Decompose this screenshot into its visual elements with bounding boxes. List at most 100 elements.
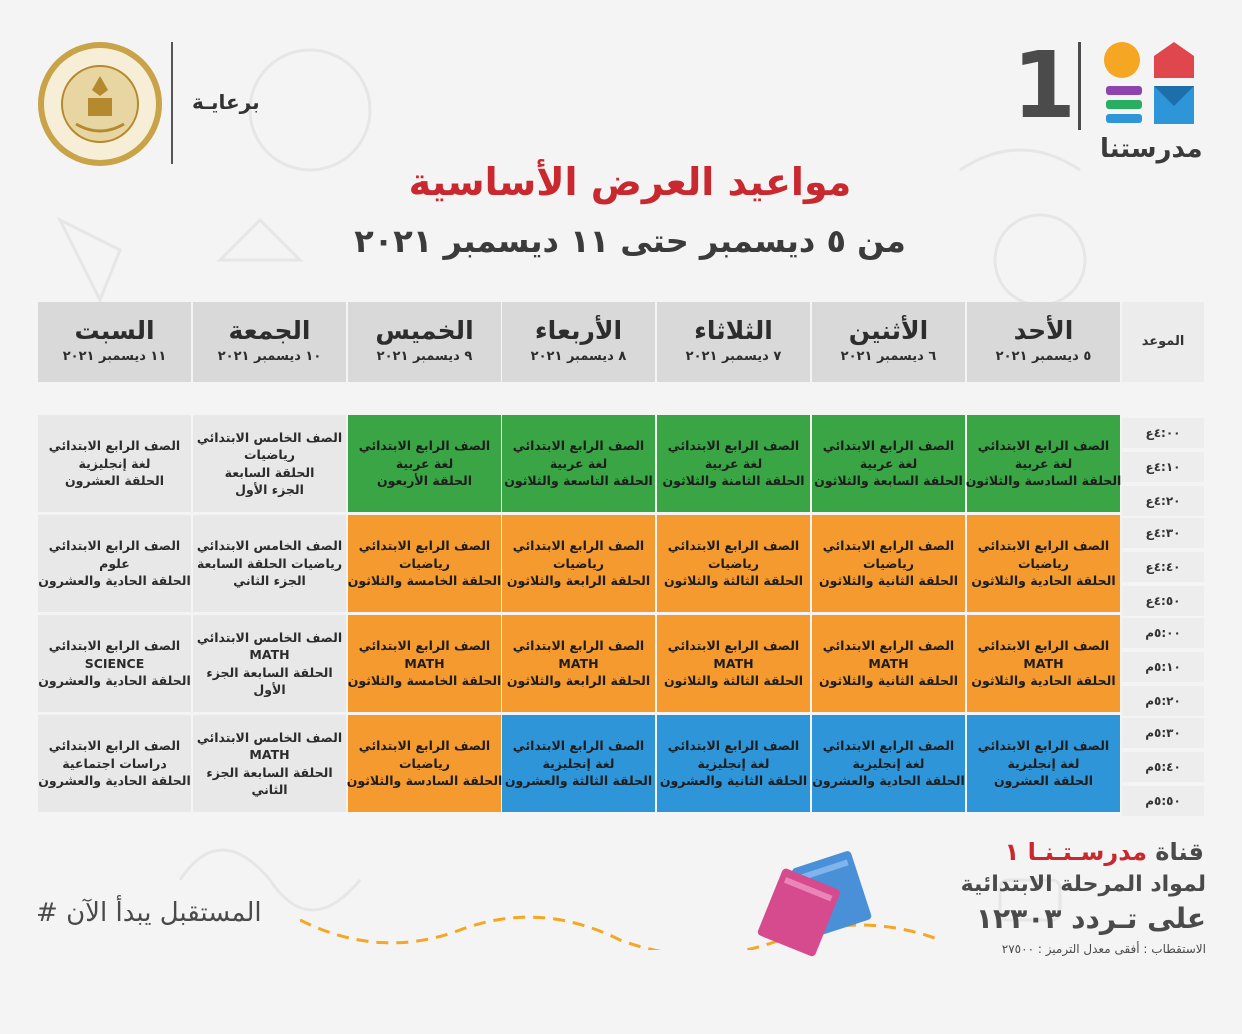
schedule-cell-line: الحلقة الثانية والثلاثون xyxy=(818,673,959,689)
schedule-cell-line: الصف الرابع الابتدائي xyxy=(358,738,491,754)
sponsor-divider xyxy=(171,42,173,164)
schedule-cell-line: الحلقة الحادية والثلاثون xyxy=(971,673,1116,689)
schedule-cell: الصف الرابع الابتدائي لغة عربية الحلقة الأ… xyxy=(348,415,501,512)
schedule-cell: الصف الرابع الابتدائي MATH الحلقة الخامسة … xyxy=(348,615,501,712)
channel-title: قناة مدرسـتـنـا ١ xyxy=(1005,838,1204,866)
schedule-cell-line: دراسات اجتماعية xyxy=(62,755,167,771)
time-header-label: الموعد xyxy=(1141,334,1185,349)
schedule-cell-line: الصف الرابع الابتدائي xyxy=(48,638,181,654)
time-slot: ٥:٠٠م xyxy=(1122,618,1204,648)
schedule-cell: الصف الرابع الابتدائي لغة إنجليزية الحلقة … xyxy=(967,715,1120,812)
schedule-cell-line: الحلقة الثالثة والثلاثون xyxy=(663,573,804,589)
schedule-cell-line: الجزء الأول xyxy=(235,482,304,497)
schedule-cell-line: الصف الرابع الابتدائي xyxy=(977,538,1110,554)
schedule-cell-line: الصف الرابع الابتدائي xyxy=(822,438,955,454)
schedule-cell-line: رياضيات xyxy=(398,755,451,771)
schedule-cell-line: الصف الرابع الابتدائي xyxy=(512,638,645,654)
schedule-cell-line: الصف الرابع الابتدائي xyxy=(977,638,1110,654)
schedule-cell: الصف الرابع الابتدائي SCIENCE الحلقة الحاد… xyxy=(38,615,191,712)
schedule-cell-line: الصف الرابع الابتدائي xyxy=(822,738,955,754)
day-name: السبت xyxy=(74,316,155,345)
schedule-cell-line: علوم xyxy=(99,555,130,571)
schedule-cell-line: الحلقة السادسة والثلاثون xyxy=(965,473,1122,489)
schedule-cell-line: الحلقة الحادية والعشرون xyxy=(38,573,191,589)
schedule-cell-line: لغة عربية xyxy=(549,455,608,471)
schedule-cell: الصف الرابع الابتدائي MATH الحلقة الثانية … xyxy=(812,615,965,712)
madrasatna-logo-icon xyxy=(1104,42,1194,124)
time-slot: ٥:٢٠م xyxy=(1122,686,1204,716)
schedule-cell: الصف الخامس الابتدائي MATH الحلقة السابعة … xyxy=(193,615,346,712)
schedule-cell-line: الحلقة السابعة والثلاثون xyxy=(814,473,963,489)
schedule-cell-line: الحلقة العشرون xyxy=(65,473,164,489)
channel-signal-info: الاستقطاب : أفقى معدل الترميز : ٢٧٥٠٠ xyxy=(1001,942,1206,956)
time-slot: ٤:٥٠ع xyxy=(1122,586,1204,616)
schedule-cell-line: الصف الخامس الابتدائي xyxy=(196,538,343,554)
channel-prefix: قناة xyxy=(1155,838,1204,866)
day-name: الجمعة xyxy=(228,316,311,345)
schedule-cell-line: الصف الرابع الابتدائي xyxy=(512,538,645,554)
day-header: الأحد ٥ ديسمبر ٢٠٢١ xyxy=(967,302,1120,382)
schedule-cell: الصف الرابع الابتدائي لغة إنجليزية الحلقة … xyxy=(502,715,655,812)
day-header: الخميس ٩ ديسمبر ٢٠٢١ xyxy=(348,302,501,382)
brand-number: 1 xyxy=(1012,32,1077,139)
schedule-cell: الصف الرابع الابتدائي MATH الحلقة الحادية … xyxy=(967,615,1120,712)
schedule-cell-line: الصف الرابع الابتدائي xyxy=(512,738,645,754)
schedule-cell-line: الصف الرابع الابتدائي xyxy=(977,738,1110,754)
schedule-cell-line: لغة إنجليزية xyxy=(697,755,770,771)
day-header: الجمعة ١٠ ديسمبر ٢٠٢١ xyxy=(193,302,346,382)
schedule-cell-line: رياضيات xyxy=(1017,555,1070,571)
schedule-cell: الصف الرابع الابتدائي لغة إنجليزية الحلقة … xyxy=(812,715,965,812)
schedule-cell-line: الحلقة العشرون xyxy=(994,773,1093,789)
schedule-cell: الصف الرابع الابتدائي لغة إنجليزية الحلقة … xyxy=(657,715,810,812)
day-date: ٧ ديسمبر ٢٠٢١ xyxy=(685,349,782,364)
schedule-cell-line: الصف الرابع الابتدائي xyxy=(48,538,181,554)
schedule-cell-line: الحلقة الحادية والثلاثون xyxy=(971,573,1116,589)
day-header: الأربعاء ٨ ديسمبر ٢٠٢١ xyxy=(502,302,655,382)
time-slot: ٤:٠٠ع xyxy=(1122,418,1204,448)
schedule-cell-line: الحلقة الحادية والعشرون xyxy=(38,773,191,789)
schedule-cell: الصف الرابع الابتدائي رياضيات الحلقة الساد… xyxy=(347,715,502,812)
schedule-cell: الصف الرابع الابتدائي MATH الحلقة الرابعة … xyxy=(502,615,655,712)
books-icon xyxy=(757,851,872,957)
schedule-cell-line: الصف الرابع الابتدائي xyxy=(822,538,955,554)
schedule-cell-line: MATH xyxy=(868,655,909,671)
schedule-cell: الصف الرابع الابتدائي لغة إنجليزية الحلقة … xyxy=(38,415,191,512)
day-header: الثلاثاء ٧ ديسمبر ٢٠٢١ xyxy=(657,302,810,382)
day-name: الأحد xyxy=(1013,316,1074,345)
schedule-cell: الصف الرابع الابتدائي رياضيات الحلقة الحاد… xyxy=(967,515,1120,612)
schedule-cell: الصف الخامس الابتدائي رياضيات الحلقة السا… xyxy=(193,515,346,612)
day-name: الخميس xyxy=(375,316,474,345)
schedule-cell-line: لغة إنجليزية xyxy=(852,755,925,771)
schedule-cell-line: الثاني xyxy=(251,782,288,797)
schedule-cell-line: الصف الرابع الابتدائي xyxy=(358,638,491,654)
time-slot: ٤:١٠ع xyxy=(1122,452,1204,482)
schedule-cell-line: الصف الرابع الابتدائي xyxy=(667,438,800,454)
day-name: الأثنين xyxy=(848,316,929,345)
time-column-header: الموعد xyxy=(1122,302,1204,382)
day-name: الثلاثاء xyxy=(694,316,773,345)
schedule-cell-line: الصف الرابع الابتدائي xyxy=(667,738,800,754)
schedule-cell-line: الصف الرابع الابتدائي xyxy=(358,438,491,454)
brand-divider xyxy=(1078,42,1081,130)
sponsor-label: برعايـة xyxy=(192,90,260,114)
schedule-cell: الصف الرابع الابتدائي علوم الحلقة الحادية … xyxy=(38,515,191,612)
schedule-cell-line: لغة عربية xyxy=(1014,455,1073,471)
time-slot-label: ٥:٢٠م xyxy=(1145,694,1181,708)
schedule-cell-line: الصف الرابع الابتدائي xyxy=(977,438,1110,454)
schedule-cell-line: رياضيات xyxy=(398,555,451,571)
time-slot-label: ٤:٠٠ع xyxy=(1145,426,1181,440)
schedule-cell-line: لغة إنجليزية xyxy=(542,755,615,771)
time-slot: ٥:١٠م xyxy=(1122,652,1204,682)
schedule-cell-line: الحلقة السابعة الجزء xyxy=(206,664,333,680)
schedule-cell-line: الصف الرابع الابتدائي xyxy=(358,538,491,554)
schedule-cell-line: الصف الخامس الابتدائي xyxy=(196,629,343,645)
schedule-cell-line: MATH xyxy=(713,655,754,671)
day-name: الأربعاء xyxy=(534,316,623,345)
schedule-cell-line: رياضيات xyxy=(243,447,296,462)
channel-name: مدرسـتـنـا ١ xyxy=(1004,838,1147,866)
schedule-cell-line: MATH xyxy=(1023,655,1064,671)
schedule-cell-line: الحلقة الثانية والعشرون xyxy=(659,773,808,789)
schedule-cell-line: رياضيات xyxy=(707,555,760,571)
schedule-cell: الصف الرابع الابتدائي رياضيات الحلقة الثال… xyxy=(657,515,810,612)
schedule-cell-line: الحلقة الرابعة والثلاثون xyxy=(506,673,651,689)
